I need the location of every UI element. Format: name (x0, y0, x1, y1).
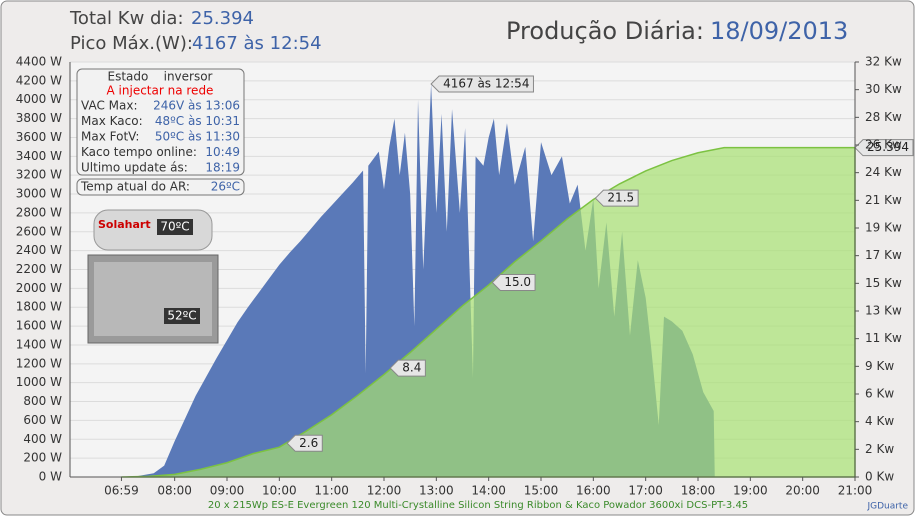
y-tick-label: 2600 W (16, 224, 62, 238)
x-tick-label: 10:00 (262, 484, 297, 498)
temp-box (76, 178, 245, 196)
y2-tick-label: 0 Kw (865, 470, 894, 484)
y-tick-label: 1600 W (16, 319, 62, 333)
peak-label: 4167 às 12:54 (443, 76, 529, 90)
x-tick-label: 13:00 (419, 484, 454, 498)
info-value: 18:19 (205, 161, 240, 175)
cumulative-label-bg (491, 273, 536, 291)
y2-tick-label: 4 Kw (865, 414, 894, 428)
y-tick-label: 1200 W (16, 356, 62, 370)
x-tick-label: 08:00 (157, 484, 192, 498)
info-box (76, 68, 245, 176)
x-tick-label: 15:00 (524, 484, 559, 498)
y-tick-label: 600 W (23, 413, 62, 427)
y-tick-label: 3000 W (16, 187, 62, 201)
y-tick-label: 1000 W (16, 375, 62, 389)
cumulative-label: 25.394 (867, 140, 909, 154)
info-status: A injectar na rede (107, 84, 214, 98)
total-value: 25.394 (191, 8, 254, 29)
y2-tick-label: 32 Kw (865, 55, 902, 69)
y-tick-label: 4200 W (16, 73, 62, 87)
y2-tick-label: 21 Kw (865, 193, 902, 207)
info-title: Estado inversor (108, 70, 213, 84)
title: Produção Diária: (506, 17, 704, 45)
y2-tick-label: 15 Kw (865, 276, 902, 290)
y-tick-label: 4000 W (16, 92, 62, 106)
x-tick-label: 06:59 (104, 484, 139, 498)
info-value: 10:49 (205, 145, 240, 159)
y2-tick-label: 24 Kw (865, 165, 902, 179)
y-tick-label: 3800 W (16, 111, 62, 125)
y-tick-label: 400 W (23, 432, 62, 446)
info-label: Kaco tempo online: (81, 145, 197, 159)
y-tick-label: 0 W (39, 470, 62, 484)
cumulative-label-bg (286, 434, 323, 452)
y-tick-label: 3400 W (16, 149, 62, 163)
cumulative-label-bg (594, 189, 639, 207)
info-label: Ultimo update ás: (81, 161, 188, 175)
heater-top: 70ºC (160, 220, 189, 234)
y-tick-label: 2000 W (16, 281, 62, 295)
cumulative-label: 21.5 (607, 191, 634, 205)
y-tick-label: 1400 W (16, 337, 62, 351)
heater: Solahart 70ºC 52ºC (87, 209, 219, 344)
cumulative-label: 8.4 (402, 361, 421, 375)
y2-tick-label: 6 Kw (865, 387, 894, 401)
x-tick-label: 17:00 (628, 484, 663, 498)
y2-tick-label: 11 Kw (865, 331, 902, 345)
x-tick-label: 12:00 (367, 484, 402, 498)
info-value: 50ºC às 11:30 (155, 130, 240, 144)
info-value: 48ºC às 10:31 (155, 114, 240, 128)
y-tick-label: 200 W (23, 451, 62, 465)
y2-tick-label: 30 Kw (865, 82, 902, 96)
y-tick-label: 2400 W (16, 243, 62, 257)
y2-tick-label: 13 Kw (865, 304, 902, 318)
temp-label: Temp atual do AR: (80, 180, 190, 194)
heater-bottom: 52ºC (167, 309, 196, 323)
y2-tick-label: 9 Kw (865, 359, 894, 373)
y2-tick-label: 2 Kw (865, 442, 894, 456)
cumulative-label: 15.0 (504, 275, 531, 289)
heater-brand: Solahart (98, 218, 151, 231)
author: JGDuarte (866, 502, 908, 512)
y2-tick-label: 17 Kw (865, 248, 902, 262)
footer: 20 x 215Wp ES-E Evergreen 120 Multi-Crys… (208, 500, 748, 511)
cumulative-label-bg (854, 139, 914, 157)
y-tick-label: 2800 W (16, 205, 62, 219)
date: 18/09/2013 (710, 17, 848, 45)
y-tick-label: 3600 W (16, 130, 62, 144)
cumulative-label: 2.6 (299, 436, 318, 450)
total-label: Total Kw dia: (69, 8, 184, 29)
temp-value: 26ºC (211, 180, 240, 194)
peak-value: 4167 às 12:54 (192, 33, 322, 54)
y-tick-label: 800 W (23, 394, 62, 408)
cumulative-label-bg (389, 359, 426, 377)
y-tick-label: 2200 W (16, 262, 62, 276)
y2-tick-label: 19 Kw (865, 221, 902, 235)
area (121, 146, 856, 478)
y2-tick-label: 28 Kw (865, 110, 902, 124)
info-label: Max Kaco: (81, 114, 143, 128)
info-label: Max FotV: (81, 130, 139, 144)
x-tick-label: 14:00 (471, 484, 506, 498)
y-tick-label: 1800 W (16, 300, 62, 314)
x-tick-label: 16:00 (576, 484, 611, 498)
x-tick-label: 11:00 (314, 484, 349, 498)
info-label: VAC Max: (81, 99, 137, 113)
x-tick-label: 09:00 (210, 484, 245, 498)
x-tick-label: 21:00 (838, 484, 873, 498)
y-tick-label: 3200 W (16, 168, 62, 182)
x-tick-label: 18:00 (681, 484, 716, 498)
peak-label-bg (430, 75, 534, 93)
info-value: 246V às 13:06 (153, 99, 240, 113)
x-tick-label: 19:00 (733, 484, 768, 498)
y-tick-label: 4400 W (16, 55, 62, 69)
y2-tick-label: 26 Kw (865, 138, 902, 152)
x-tick-label: 20:00 (785, 484, 820, 498)
peak-label: Pico Máx.(W): (70, 33, 193, 54)
